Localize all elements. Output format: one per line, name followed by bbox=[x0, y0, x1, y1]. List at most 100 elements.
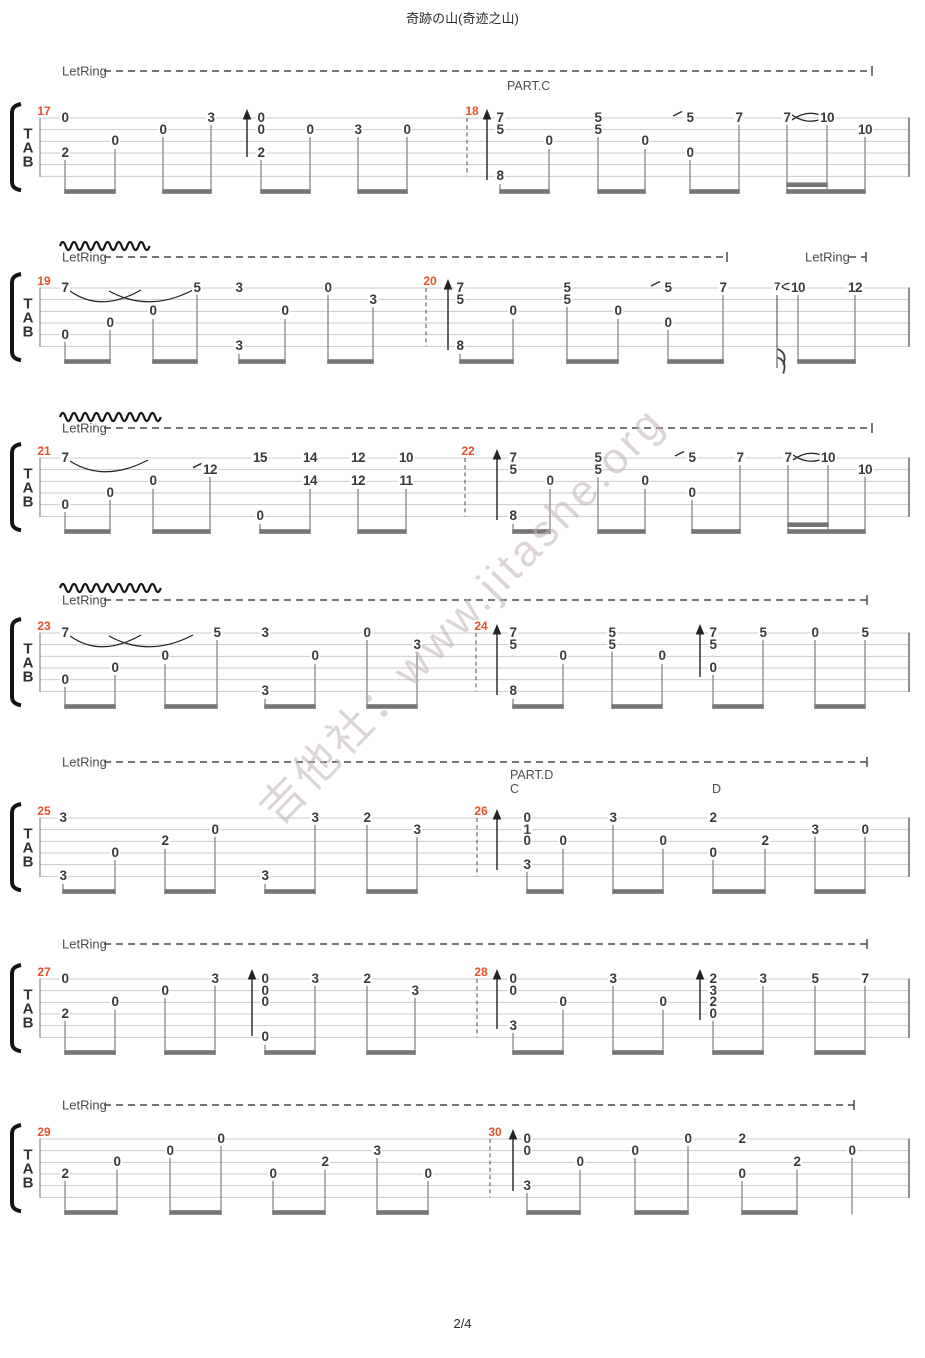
fret-number: 7 bbox=[772, 281, 782, 294]
fret-number: 14 bbox=[301, 473, 319, 489]
measure-number: 19 bbox=[36, 274, 52, 288]
measure-number: 27 bbox=[36, 965, 52, 979]
fret-number: 10 bbox=[856, 461, 874, 477]
fret-number: 0 bbox=[59, 326, 71, 342]
fret-number: 0 bbox=[255, 121, 267, 137]
fret-number: 0 bbox=[147, 303, 159, 319]
fret-number: 0 bbox=[557, 994, 569, 1010]
fret-number: 0 bbox=[159, 648, 171, 664]
tab-clef-letter: T bbox=[23, 640, 33, 657]
fret-number: 0 bbox=[521, 809, 533, 826]
measure-number: 23 bbox=[36, 619, 52, 633]
fret-number: 5 bbox=[809, 970, 821, 987]
fret-number: 0 bbox=[707, 659, 719, 676]
fret-number: 3 bbox=[809, 821, 821, 837]
fret-number: 5 bbox=[507, 461, 519, 477]
tab-clef-letter: A bbox=[22, 1000, 34, 1018]
fret-number: 3 bbox=[259, 868, 271, 884]
let-ring-label: LetRing bbox=[62, 936, 107, 952]
fret-number: 1 bbox=[521, 821, 533, 837]
fret-number: 3 bbox=[371, 1142, 383, 1158]
fret-number: 7 bbox=[707, 624, 719, 641]
fret-number: 5 bbox=[686, 449, 698, 466]
fret-number: 8 bbox=[454, 338, 466, 354]
fret-number: 3 bbox=[57, 809, 69, 826]
fret-number: 2 bbox=[59, 144, 71, 161]
tab-clef-letter: A bbox=[22, 839, 34, 857]
measure-number: 25 bbox=[36, 804, 52, 818]
fret-number: 2 bbox=[736, 1130, 748, 1147]
fret-number: 0 bbox=[656, 648, 668, 664]
fret-number: 5 bbox=[707, 636, 719, 652]
fret-number: 11 bbox=[397, 473, 415, 489]
fret-number: 3 bbox=[507, 1017, 519, 1033]
fret-number: 2 bbox=[759, 833, 771, 849]
fret-number: 5 bbox=[507, 636, 519, 652]
fret-number: 7 bbox=[59, 449, 71, 466]
fret-number: 2 bbox=[361, 970, 373, 987]
fret-number: 0 bbox=[401, 121, 413, 137]
fret-number: 0 bbox=[521, 833, 533, 849]
fret-number: 0 bbox=[267, 1165, 279, 1182]
fret-number: 0 bbox=[111, 1154, 123, 1170]
fret-number: 5 bbox=[191, 279, 203, 296]
let-ring-label: LetRing bbox=[805, 249, 850, 265]
fret-number: 0 bbox=[59, 109, 71, 126]
fret-number: 2 bbox=[59, 1165, 71, 1182]
fret-number: 0 bbox=[259, 982, 271, 998]
fret-number: 3 bbox=[57, 868, 69, 884]
fret-number: 0 bbox=[255, 109, 267, 126]
section-label: PART.D bbox=[510, 767, 554, 782]
fret-number: 5 bbox=[662, 279, 674, 296]
tab-clef-letter: B bbox=[22, 853, 34, 871]
fret-number: 0 bbox=[684, 144, 696, 161]
fret-number: 7 bbox=[59, 624, 71, 641]
let-ring-label: LetRing bbox=[62, 63, 107, 79]
fret-number: 3 bbox=[209, 970, 221, 987]
fret-number: 2 bbox=[159, 833, 171, 849]
fret-number: 10 bbox=[819, 449, 837, 466]
fret-number: 0 bbox=[361, 624, 373, 641]
page-number: 2/4 bbox=[453, 1316, 472, 1331]
fret-number: 8 bbox=[494, 168, 506, 184]
fret-number: 3 bbox=[607, 970, 619, 987]
section-label: PART.C bbox=[507, 78, 551, 93]
measure-number: 21 bbox=[36, 444, 52, 458]
fret-number: 0 bbox=[109, 133, 121, 149]
fret-number: 7 bbox=[507, 449, 519, 466]
fret-number: 0 bbox=[422, 1165, 434, 1182]
fret-number: 3 bbox=[205, 109, 217, 126]
fret-number: 0 bbox=[544, 473, 556, 489]
section-label: C bbox=[510, 781, 520, 796]
fret-number: 2 bbox=[707, 994, 719, 1010]
fret-number: 3 bbox=[409, 982, 421, 998]
measure-number: 17 bbox=[36, 104, 52, 118]
tab-clef-letter: T bbox=[23, 825, 33, 842]
fret-number: 0 bbox=[846, 1142, 858, 1158]
tab-clef-letter: T bbox=[23, 295, 33, 312]
fret-number: 0 bbox=[629, 1142, 641, 1158]
fret-number: 7 bbox=[781, 109, 793, 126]
fret-number: 5 bbox=[561, 279, 573, 296]
fret-number: 3 bbox=[521, 856, 533, 872]
tab-clef-letter: A bbox=[22, 654, 34, 672]
fret-number: 0 bbox=[507, 982, 519, 998]
fret-number: 0 bbox=[707, 844, 719, 861]
tab-clef-letter: A bbox=[22, 479, 34, 497]
fret-number: 0 bbox=[104, 484, 116, 501]
tab-clef-letter: B bbox=[22, 1174, 34, 1192]
fret-number: 7 bbox=[782, 449, 794, 466]
fret-number: 0 bbox=[686, 484, 698, 501]
fret-number: 5 bbox=[592, 449, 604, 466]
fret-number: 0 bbox=[557, 833, 569, 849]
fret-number: 5 bbox=[561, 291, 573, 307]
fret-number: 0 bbox=[164, 1142, 176, 1158]
fret-number: 3 bbox=[309, 809, 321, 826]
fret-number: 12 bbox=[846, 279, 864, 296]
fret-number: 0 bbox=[639, 473, 651, 489]
fret-number: 0 bbox=[521, 1130, 533, 1147]
fret-number: 5 bbox=[859, 624, 871, 641]
fret-number: 12 bbox=[201, 461, 219, 477]
